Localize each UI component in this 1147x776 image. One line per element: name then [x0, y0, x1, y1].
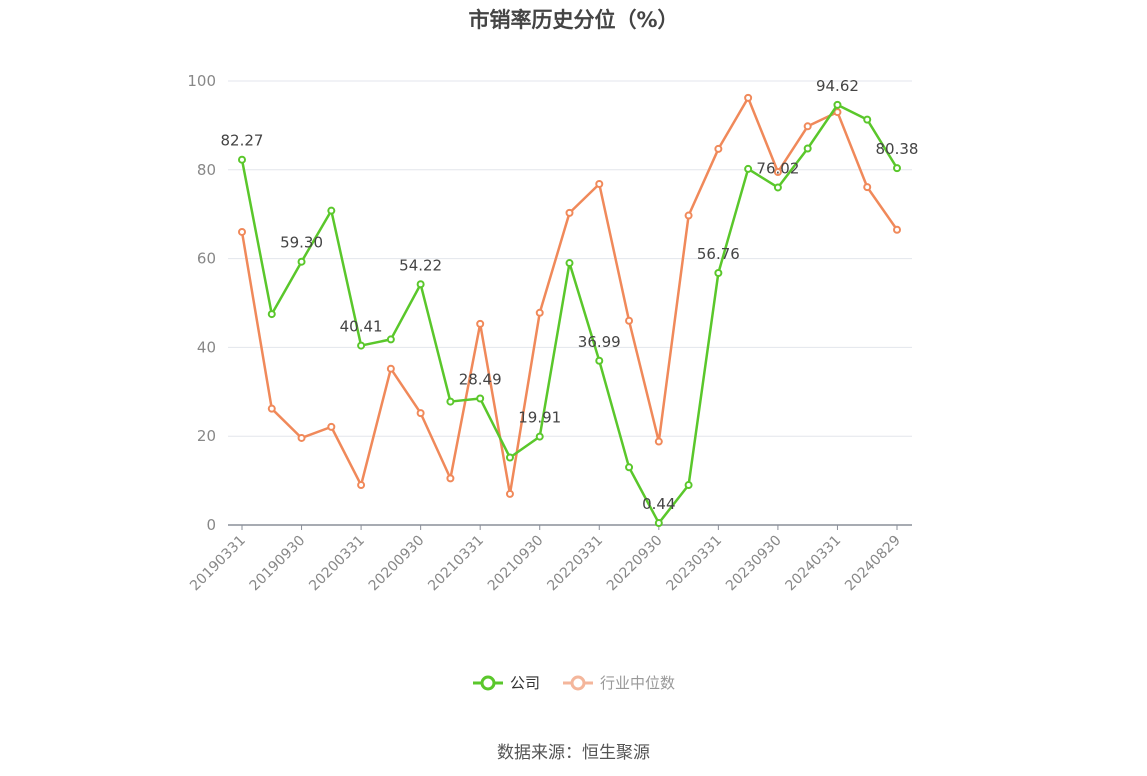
y-tick-label: 100	[187, 72, 216, 90]
y-tick-label: 60	[197, 250, 216, 268]
chart-title: 市销率历史分位（%）	[468, 8, 679, 32]
data-point-company	[744, 164, 753, 173]
data-point-industry	[744, 93, 753, 102]
data-point-industry	[416, 409, 425, 418]
data-point-company	[297, 257, 306, 266]
data-label: 76.02	[756, 159, 799, 177]
data-point-company	[476, 394, 485, 403]
x-tick-label: 20200930	[366, 533, 428, 595]
data-point-industry	[595, 180, 604, 189]
data-labels: 82.27 59.30 40.41 54.22 28.49 19.91 36.99 0.44 5…	[221, 77, 919, 513]
legend-label-industry: 行业中位数	[600, 674, 676, 692]
data-point-company	[535, 432, 544, 441]
data-point-company	[654, 519, 663, 528]
data-point-industry	[654, 437, 663, 446]
source-note: 数据来源：恒生聚源	[497, 743, 650, 763]
data-label: 0.44	[642, 495, 675, 513]
data-point-industry	[625, 316, 634, 325]
data-point-industry	[893, 225, 901, 234]
series-lines	[238, 93, 901, 528]
data-point-industry	[684, 211, 693, 220]
data-point-industry	[863, 183, 872, 192]
data-label: 54.22	[399, 256, 442, 274]
data-point-company	[357, 341, 366, 350]
x-tick-label: 20230331	[663, 533, 725, 595]
data-point-industry	[267, 404, 276, 413]
data-point-company	[773, 183, 782, 192]
data-point-industry	[476, 319, 485, 328]
data-point-industry	[238, 227, 246, 236]
data-point-industry	[505, 489, 514, 498]
data-point-industry	[535, 308, 544, 317]
line-chart: 0 20 40 60 80 100 2019033120190930202003312020…	[187, 72, 919, 594]
data-point-company	[714, 268, 723, 277]
y-tick-label: 80	[197, 161, 216, 179]
data-point-industry	[773, 168, 782, 177]
data-label: 28.49	[459, 371, 502, 389]
x-tick-label: 20190930	[247, 533, 309, 595]
data-label: 40.41	[340, 318, 383, 336]
data-point-industry	[386, 364, 395, 373]
data-point-industry	[803, 122, 812, 131]
data-point-company	[625, 463, 634, 472]
data-point-industry	[297, 433, 306, 442]
y-tick-label: 40	[197, 338, 216, 356]
x-tick-label: 20210331	[425, 533, 487, 595]
x-tick-label: 20220331	[544, 533, 606, 595]
legend-item-company[interactable]: 公司	[472, 672, 540, 693]
data-point-company	[327, 206, 336, 215]
data-point-company	[446, 397, 455, 406]
data-point-company	[416, 280, 425, 289]
x-tick-label: 20190331	[187, 533, 249, 595]
data-label: 56.76	[697, 245, 740, 263]
data-point-company	[863, 115, 872, 124]
x-tick-label: 20200331	[306, 533, 368, 595]
legend-line-circle-icon	[563, 675, 593, 690]
data-point-company	[505, 453, 514, 462]
legend-label-company: 公司	[509, 674, 540, 692]
data-point-company	[565, 259, 574, 268]
x-tick-label: 20240331	[783, 533, 845, 595]
data-point-industry	[833, 108, 842, 117]
x-tick-label: 20210930	[485, 533, 547, 595]
data-label: 94.62	[816, 77, 859, 95]
data-label: 36.99	[578, 333, 621, 351]
data-point-company	[238, 155, 246, 164]
data-point-company	[386, 335, 395, 344]
data-label: 82.27	[221, 132, 264, 150]
legend: 公司 行业中位数	[0, 672, 1147, 693]
data-point-industry	[714, 144, 723, 153]
x-tick-label: 20230930	[723, 533, 785, 595]
y-tick-label: 20	[197, 427, 216, 445]
data-point-industry	[565, 208, 574, 217]
data-point-company	[595, 356, 604, 365]
data-label: 59.30	[280, 234, 323, 252]
x-tick-label: 20220930	[604, 533, 666, 595]
data-label: 80.38	[876, 140, 919, 158]
data-label: 19.91	[518, 409, 561, 427]
data-point-company	[833, 100, 842, 109]
series-line-industry	[240, 96, 899, 496]
data-point-company	[893, 164, 901, 173]
grid-lines	[228, 80, 912, 437]
legend-item-industry[interactable]: 行业中位数	[562, 672, 675, 693]
legend-line-circle-icon	[472, 675, 503, 690]
data-point-company	[803, 144, 812, 153]
y-tick-label: 0	[206, 516, 216, 534]
data-point-industry	[327, 422, 336, 431]
data-point-company	[267, 310, 276, 319]
axes: 0 20 40 60 80 100 2019033120190930202003312020…	[187, 72, 912, 594]
data-point-industry	[446, 474, 455, 483]
x-tick-label: 20240829	[842, 533, 904, 595]
data-point-company	[684, 481, 693, 490]
data-point-industry	[357, 481, 366, 490]
